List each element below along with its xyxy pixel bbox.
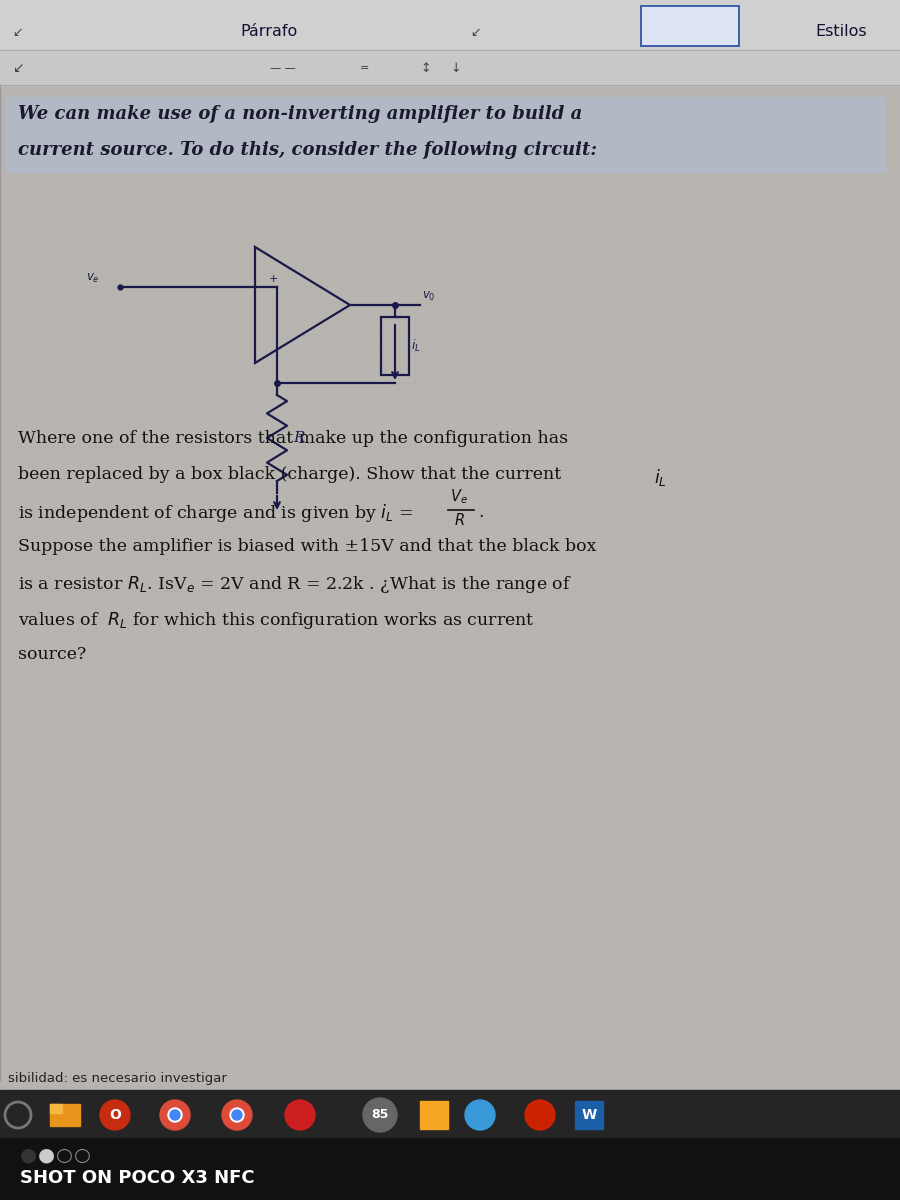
Text: ↙: ↙ — [12, 25, 22, 38]
Text: $V_e$: $V_e$ — [450, 487, 468, 506]
Text: been replaced by a box black (charge). Show that the current: been replaced by a box black (charge). S… — [18, 466, 567, 482]
Circle shape — [232, 1110, 242, 1120]
Bar — [0, 1138, 900, 1200]
Text: O: O — [109, 1108, 121, 1122]
Circle shape — [285, 1100, 315, 1130]
Text: Párrafo: Párrafo — [240, 24, 297, 40]
Text: is independent of charge and is given by $i_L$ =: is independent of charge and is given by… — [18, 502, 415, 524]
Text: — —: — — — [270, 62, 296, 73]
Text: SHOT ON POCO X3 NFC: SHOT ON POCO X3 NFC — [20, 1169, 255, 1187]
Text: ↙: ↙ — [470, 25, 481, 38]
Text: sibilidad: es necesario investigar: sibilidad: es necesario investigar — [8, 1072, 227, 1085]
Text: $i_L$: $i_L$ — [411, 338, 421, 354]
Text: values of  $R_L$ for which this configuration works as current: values of $R_L$ for which this configura… — [18, 610, 535, 631]
Text: ●: ● — [38, 1146, 55, 1164]
Text: ○: ○ — [74, 1146, 91, 1164]
Circle shape — [525, 1100, 555, 1130]
Bar — [50, 1104, 62, 1114]
Text: source?: source? — [18, 646, 86, 662]
Bar — [0, 0, 900, 50]
Text: W: W — [581, 1108, 597, 1122]
Bar — [420, 1102, 448, 1129]
Bar — [640, 5, 740, 47]
Text: ↕: ↕ — [420, 61, 430, 74]
Bar — [0, 1090, 900, 1140]
Text: Where one of the resistors that make up the configuration has: Where one of the resistors that make up … — [18, 430, 568, 446]
Text: ↓: ↓ — [450, 61, 461, 74]
Bar — [0, 50, 900, 85]
Text: Suppose the amplifier is biased with ±15V and that the black box: Suppose the amplifier is biased with ±15… — [18, 538, 597, 554]
Text: .: . — [478, 503, 483, 521]
Circle shape — [160, 1100, 190, 1130]
Text: Estilos: Estilos — [815, 24, 867, 40]
Circle shape — [230, 1108, 244, 1122]
Circle shape — [363, 1098, 397, 1132]
Bar — [642, 7, 738, 44]
Circle shape — [170, 1110, 180, 1120]
Circle shape — [168, 1108, 182, 1122]
Circle shape — [465, 1100, 495, 1130]
Bar — [50, 1104, 80, 1126]
Text: ↙: ↙ — [12, 61, 23, 74]
Text: R: R — [293, 431, 304, 445]
Text: We can make use of a non-inverting amplifier to build a: We can make use of a non-inverting ampli… — [18, 104, 582, 122]
Text: current source. To do this, consider the following circuit:: current source. To do this, consider the… — [18, 140, 597, 158]
Text: $i_L$: $i_L$ — [654, 467, 667, 488]
Bar — [575, 1102, 603, 1129]
Text: ○: ○ — [56, 1146, 73, 1164]
Text: $R$: $R$ — [454, 512, 464, 528]
Text: $v_e$: $v_e$ — [86, 272, 100, 284]
Text: $v_0$: $v_0$ — [422, 290, 436, 302]
Circle shape — [222, 1100, 252, 1130]
Text: =: = — [360, 62, 369, 73]
Circle shape — [100, 1100, 130, 1130]
Text: 85: 85 — [372, 1109, 389, 1122]
Text: ●: ● — [20, 1146, 37, 1164]
Bar — [0, 0, 900, 85]
Text: is a resistor $R_L$. IsV$_e$ = 2V and R = 2.2k . ¿What is the range of: is a resistor $R_L$. IsV$_e$ = 2V and R … — [18, 574, 572, 595]
Text: +: + — [269, 274, 278, 284]
Bar — [5, 97, 885, 172]
Bar — [381, 317, 409, 374]
